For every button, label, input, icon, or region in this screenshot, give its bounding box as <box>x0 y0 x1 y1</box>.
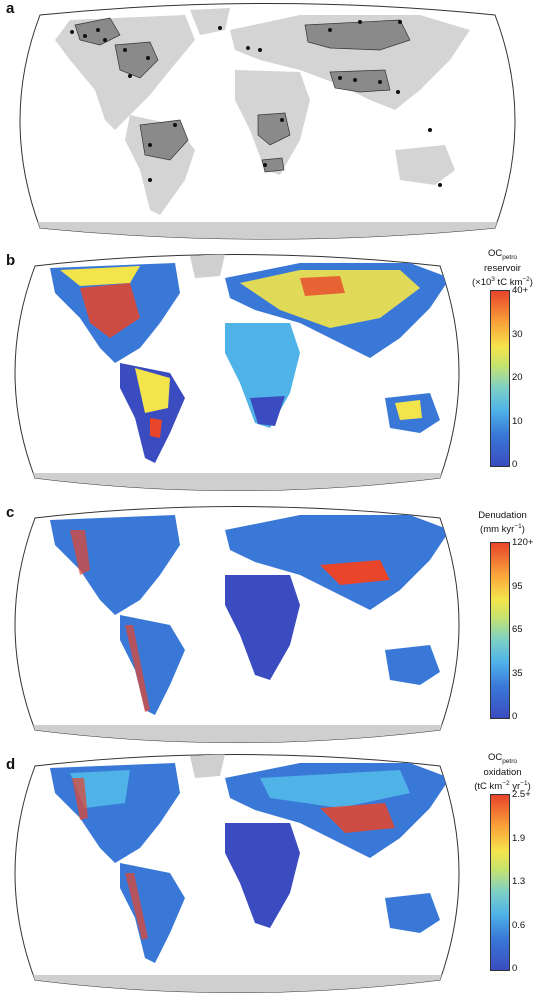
na-b-hot <box>80 283 140 338</box>
site-dots <box>70 20 442 187</box>
tick-b-4: 0 <box>512 459 518 470</box>
eu-as-b-hot <box>300 276 345 296</box>
antarctica <box>20 222 515 239</box>
australia-c <box>385 645 440 685</box>
panel-letter-b: b <box>6 252 16 269</box>
tick-b-1: 30 <box>512 329 523 340</box>
tick-d-2: 1.3 <box>512 876 526 887</box>
tick-d-3: 0.6 <box>512 920 526 931</box>
panel-c: c Denudation (mm kyr−1) 120+ 95 65 35 0 <box>0 500 535 750</box>
tick-d-1: 1.9 <box>512 833 526 844</box>
basin-amazon <box>139 119 189 161</box>
na-d-hot <box>72 778 88 820</box>
panel-letter-d: d <box>6 756 16 773</box>
map-a-basins <box>19 3 516 240</box>
colorbar-d <box>490 794 510 971</box>
colorbar-b <box>490 290 510 467</box>
basin-siberia <box>304 19 411 51</box>
panel-a: a <box>0 0 535 245</box>
antarctica-c <box>15 725 459 743</box>
eu-as-b-yellow <box>240 270 420 328</box>
eu-as-d-hot <box>320 803 395 833</box>
panel-b: b OCpetro reservoir (×103 tC km <box>0 248 535 498</box>
panel-d: d OCpetro oxidation (tC km−2 yr−1) 2.5 <box>0 748 535 1000</box>
north-america <box>55 15 195 130</box>
legend-c: Denudation (mm kyr−1) 120+ 95 65 35 0 <box>470 510 535 740</box>
map-b-reservoir <box>14 254 460 491</box>
basin-orange <box>261 157 285 173</box>
legend-b-title: OCpetro reservoir (×103 tC km−2) <box>472 248 533 289</box>
australia <box>395 145 455 185</box>
panel-letter-c: c <box>6 504 15 521</box>
na-c-hot <box>70 530 90 575</box>
greenland-b <box>190 254 225 278</box>
sa-b-yellow <box>135 368 170 413</box>
antarctica-d <box>15 975 459 993</box>
sa-d-hot <box>125 873 148 940</box>
greenland-d <box>190 754 225 778</box>
tick-d-0: 2.5+ <box>512 789 531 800</box>
eurasia <box>230 15 470 110</box>
tick-b-0: 40+ <box>512 285 529 296</box>
legend-c-title: Denudation (mm kyr−1) <box>478 510 527 536</box>
sa-b-hot <box>150 418 162 438</box>
tick-c-2: 65 <box>512 624 523 635</box>
sa-c-andes <box>125 625 150 712</box>
basin-himalaya <box>329 69 391 93</box>
colorbar-c <box>490 542 510 719</box>
legend-d: OCpetro oxidation (tC km−2 yr−1) 2.5+ 1.… <box>470 752 535 992</box>
tick-d-4: 0 <box>512 963 518 974</box>
legend-b: OCpetro reservoir (×103 tC km−2) 40+ 30 … <box>470 248 535 488</box>
tick-c-0: 120+ <box>512 537 534 548</box>
tick-b-3: 10 <box>512 416 523 427</box>
antarctica-b <box>15 473 459 491</box>
tick-c-1: 95 <box>512 581 523 592</box>
eu-as-c-hot <box>320 560 390 585</box>
africa-c <box>225 575 300 680</box>
tick-b-2: 20 <box>512 372 523 383</box>
panel-letter-a: a <box>6 0 15 17</box>
legend-d-title: OCpetro oxidation (tC km−2 yr−1) <box>474 752 531 793</box>
africa-d <box>225 823 300 928</box>
map-c-denudation <box>14 506 460 743</box>
map-d-oxidation <box>14 754 460 993</box>
africa-b-south <box>250 396 285 426</box>
australia-d <box>385 893 440 933</box>
australia-b-yellow <box>395 400 422 420</box>
tick-c-3: 35 <box>512 668 523 679</box>
tick-c-4: 0 <box>512 711 518 722</box>
eu-as-c <box>225 515 450 610</box>
eu-as-d-light <box>260 770 410 808</box>
na-b-yellow <box>60 266 140 286</box>
sa-c <box>120 615 185 715</box>
